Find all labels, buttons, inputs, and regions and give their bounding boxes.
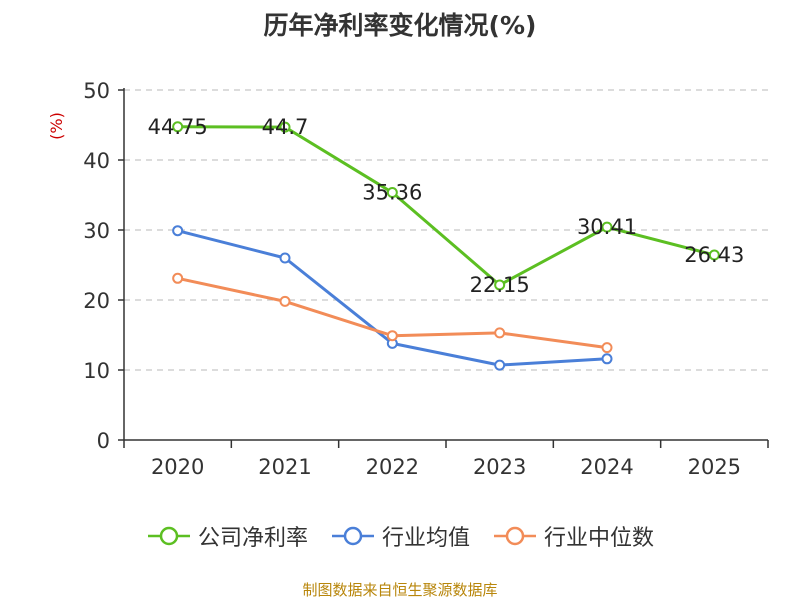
legend-label: 行业均值 (381, 526, 470, 551)
y-tick-label: 10 (83, 359, 110, 383)
data-point (601, 221, 613, 233)
data-point (494, 359, 506, 371)
legend-line-circle-icon (494, 526, 536, 546)
data-label: 26.43 (684, 243, 744, 267)
x-tick-label: 2024 (580, 455, 633, 479)
legend: 公司净利率 行业均值 行业中位数 (0, 520, 800, 552)
x-tick-label: 2020 (151, 455, 204, 479)
data-point (494, 327, 506, 339)
legend-line-circle-icon (147, 526, 190, 546)
legend-item-company-net-margin[interactable]: 公司净利率 (146, 520, 308, 552)
data-source-note: 制图数据来自恒生聚源数据库 (302, 581, 498, 599)
y-tick-label: 30 (83, 219, 110, 243)
legend-label: 行业中位数 (544, 526, 655, 551)
plot-area: 44.75 44.7 35.36 22.15 30.41 26.43 (148, 115, 744, 371)
data-point (708, 249, 720, 261)
legend-item-industry-average[interactable]: 行业均值 (330, 520, 470, 552)
y-tick-label: 0 (97, 429, 110, 453)
y-axis-unit-label: (%) (47, 112, 66, 140)
data-point (279, 295, 291, 307)
data-point (601, 353, 613, 365)
x-tick-label: 2023 (473, 455, 526, 479)
y-tick-label: 20 (83, 289, 110, 313)
data-label: 35.36 (362, 180, 422, 204)
series-line-0 (177, 125, 715, 287)
grid-lines (124, 89, 768, 371)
legend-label: 公司净利率 (197, 526, 308, 551)
y-tick-label: 40 (83, 149, 110, 173)
data-point (279, 121, 291, 133)
chart-title: 历年净利率变化情况(%) (263, 11, 537, 40)
data-label: 22.15 (470, 273, 530, 297)
legend-item-industry-median[interactable]: 行业中位数 (492, 520, 654, 552)
data-point (172, 225, 184, 237)
y-tick-label: 50 (83, 79, 110, 103)
data-point (172, 121, 184, 133)
axes: 0 10 20 30 40 50 (%) 2020 2021 2022 2023 2024 2025 (47, 79, 769, 479)
data-point (172, 272, 184, 284)
data-point (279, 252, 291, 264)
data-point (494, 279, 506, 291)
data-label: 44.7 (262, 115, 309, 139)
data-point (601, 342, 613, 354)
x-tick-label: 2025 (688, 455, 741, 479)
data-label: 30.41 (577, 215, 637, 239)
data-point (386, 186, 398, 198)
data-point (386, 330, 398, 342)
x-tick-label: 2022 (366, 455, 419, 479)
data-label: 44.75 (148, 115, 208, 139)
legend-line-circle-icon (331, 526, 374, 546)
x-tick-label: 2021 (258, 455, 311, 479)
